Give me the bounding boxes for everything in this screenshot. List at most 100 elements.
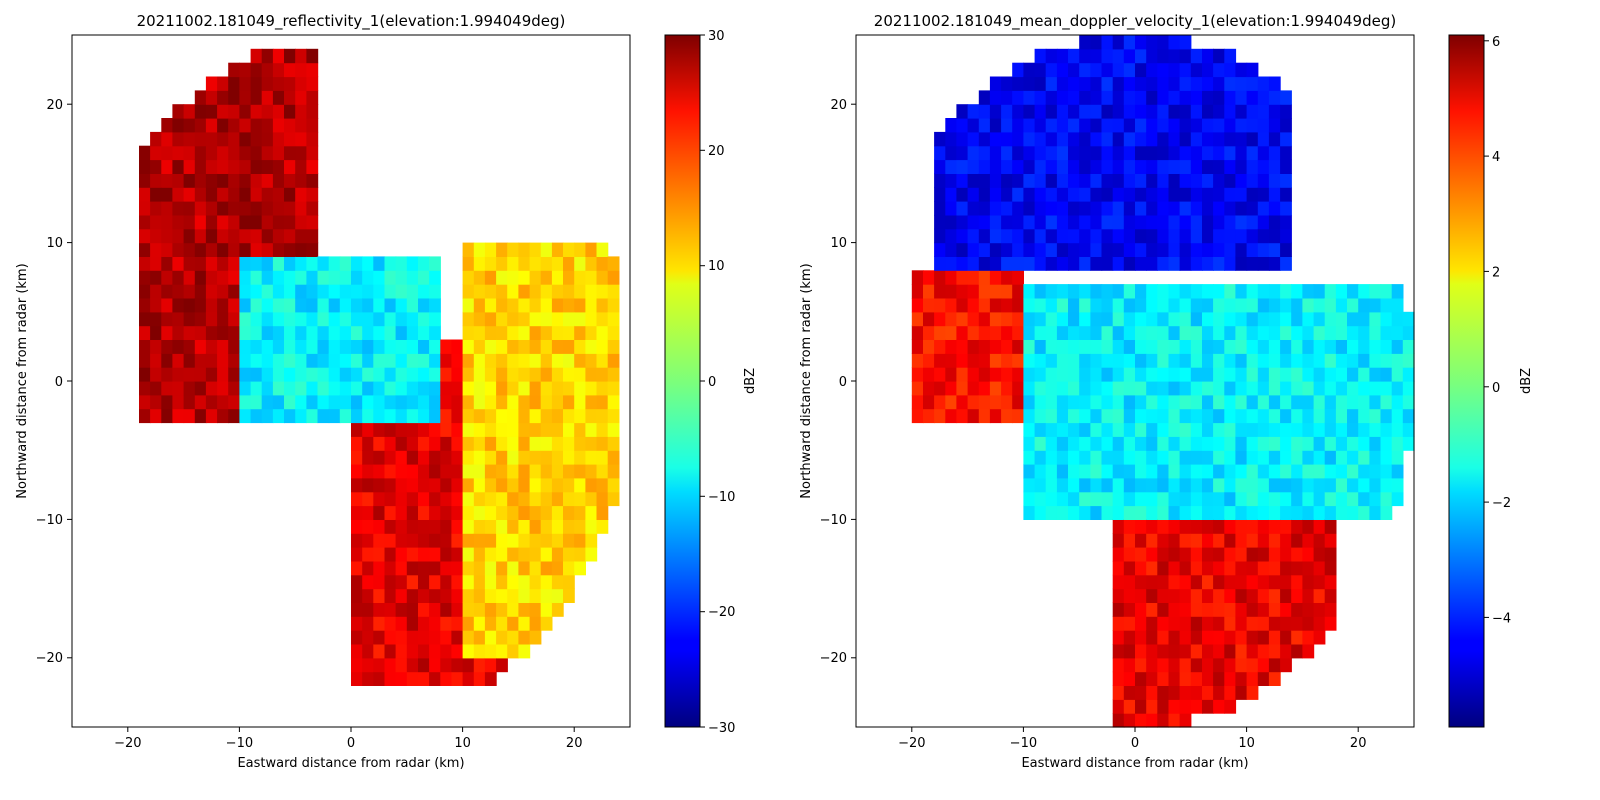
radar-gate-896 (1202, 298, 1214, 313)
radar-gate-494 (1112, 477, 1125, 493)
radar-gate-237 (250, 381, 263, 396)
radar-gate-647 (1146, 394, 1158, 410)
radar-gate-201 (228, 159, 240, 174)
radar-gate-89 (183, 367, 196, 382)
radar-gate-156 (989, 118, 1002, 133)
radar-gate-38 (934, 187, 946, 202)
radar-gate-343 (295, 408, 307, 424)
radar-gate-369 (1068, 118, 1080, 133)
radar-gate-184 (1001, 76, 1013, 91)
radar-gate-1286 (1313, 533, 1326, 548)
radar-gate-720 (451, 477, 464, 493)
radar-gate-745 (462, 477, 475, 493)
radar-gate-20 (923, 284, 935, 299)
radar-gate-1371 (1358, 408, 1370, 424)
radar-gate-867 (1202, 699, 1214, 714)
radar-gate-61 (945, 159, 958, 174)
radar-gate-668 (1146, 90, 1158, 105)
radar-gate-1312 (1324, 519, 1337, 534)
radar-gate-477 (362, 491, 374, 507)
radar-gate-871 (507, 464, 519, 479)
radar-gate-674 (1157, 699, 1170, 714)
radar-gate-669 (429, 408, 441, 424)
radar-gate-1017 (563, 381, 575, 396)
radar-gate-445 (351, 505, 363, 520)
radar-gate-771 (1179, 713, 1192, 728)
radar-gate-556 (384, 256, 397, 271)
radar-gate-1151 (1268, 533, 1281, 548)
radar-gate-58 (161, 173, 174, 188)
radar-gate-613 (406, 325, 419, 340)
radar-gate-324 (284, 298, 296, 313)
radar-gate-178 (1001, 159, 1013, 174)
radar-gate-388 (306, 159, 319, 174)
radar-gate-218 (1023, 408, 1036, 424)
radar-gate-693 (1157, 436, 1170, 451)
radar-gate-30 (934, 298, 946, 313)
radar-gate-777 (1179, 630, 1192, 645)
radar-gate-218 (239, 284, 252, 299)
radar-gate-632 (1146, 602, 1158, 617)
radar-gate-328 (1056, 228, 1069, 244)
radar-gate-85 (172, 104, 185, 119)
radar-gate-106 (183, 131, 196, 147)
radar-gate-1194 (1280, 519, 1292, 534)
radar-gate-489 (362, 325, 374, 340)
radar-gate-209 (239, 408, 252, 424)
radar-gate-359 (1068, 256, 1080, 271)
radar-gate-671 (429, 381, 441, 396)
radar-gate-675 (429, 325, 441, 340)
radar-gate-1412 (1380, 311, 1393, 327)
radar-gate-970 (540, 298, 553, 313)
radar-gate-411 (328, 381, 341, 396)
radar-gate-764 (1168, 118, 1181, 133)
radar-gate-1051 (1235, 76, 1248, 91)
radar-gate-1160 (1268, 408, 1281, 424)
radar-gate-699 (440, 422, 453, 437)
radar-gate-1120 (1257, 367, 1270, 382)
radar-gate-994 (551, 339, 564, 354)
radar-gate-91 (183, 339, 196, 354)
radar-gate-835 (1190, 491, 1203, 507)
radar-gate-1259 (1302, 547, 1315, 562)
radar-gate-438 (351, 602, 363, 617)
radar-gate-445 (1101, 477, 1114, 493)
radar-gate-597 (1135, 408, 1147, 424)
radar-gate-185 (228, 381, 240, 396)
radar-gate-678 (1157, 644, 1170, 659)
radar-gate-523 (373, 284, 386, 299)
radar-gate-771 (473, 560, 486, 576)
radar-gate-611 (406, 353, 419, 368)
radar-gate-807 (1179, 201, 1192, 216)
radar-gate-194 (1012, 284, 1024, 299)
radar-gate-481 (362, 436, 374, 451)
radar-gate-23 (934, 394, 946, 410)
radar-gate-1397 (1369, 284, 1382, 299)
radar-gate-470 (362, 588, 374, 603)
radar-gate-685 (440, 616, 453, 631)
radar-gate-538 (1123, 547, 1136, 562)
radar-gate-813 (484, 422, 497, 437)
radar-gate-901 (1202, 214, 1214, 230)
radar-gate-368 (1068, 131, 1080, 147)
radar-gate-38 (150, 159, 162, 174)
radar-gate-297 (272, 298, 285, 313)
radar-gate-645 (418, 311, 430, 327)
radar-gate-1268 (1302, 422, 1315, 437)
radar-gate-122 (978, 256, 991, 271)
radar-gate-579 (395, 367, 408, 382)
radar-gate-646 (418, 298, 430, 313)
radar-gate-1114 (1257, 450, 1270, 465)
radar-gate-1308 (1324, 574, 1337, 590)
radar-gate-1224 (1280, 90, 1292, 105)
radar-gate-122 (194, 228, 207, 244)
radar-gate-362 (295, 145, 307, 161)
radar-gate-704 (1157, 284, 1170, 299)
radar-gate-174 (1001, 214, 1013, 230)
radar-gate-138 (205, 339, 218, 354)
radar-field (911, 35, 1415, 728)
radar-gate-375 (1079, 505, 1091, 520)
radar-gate-566 (395, 547, 408, 562)
